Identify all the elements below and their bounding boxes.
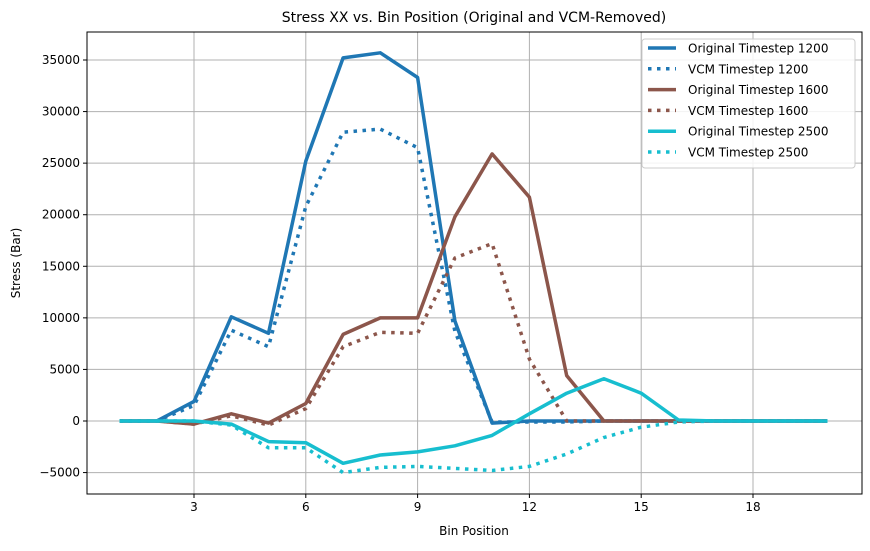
y-tick-label: 0 [72,414,80,428]
y-tick-label: −5000 [39,466,80,480]
axes-frame [86,31,863,495]
x-tick-label: 6 [302,500,310,514]
x-tick-label: 12 [522,500,537,514]
legend-label: VCM Timestep 1200 [688,62,808,76]
y-tick-label: 15000 [42,259,80,273]
x-tick-label: 15 [634,500,649,514]
legend-label: VCM Timestep 1600 [688,104,808,118]
y-tick-label: 35000 [42,53,80,67]
legend-label: Original Timestep 1600 [688,83,828,97]
legend-label: Original Timestep 2500 [688,125,828,139]
series-lines [119,51,828,475]
legend: Original Timestep 1200 VCM Timestep 1200 O… [641,38,856,169]
grid [87,32,862,494]
y-tick-label: 20000 [42,208,80,222]
x-axis-label: Bin Position [439,524,509,538]
series-line-6 [119,419,828,475]
legend-box [641,38,856,169]
y-tick-label: 25000 [42,156,80,170]
x-tick-label: 3 [190,500,198,514]
legend-label: Original Timestep 1200 [688,42,828,56]
legend-label: VCM Timestep 2500 [688,146,808,160]
y-axis-label: Stress (Bar) [9,228,23,299]
x-axis-ticks: 3 6 9 12 15 18 [190,494,761,514]
x-tick-label: 9 [414,500,422,514]
y-tick-label: 30000 [42,105,80,119]
y-tick-label: 5000 [49,362,80,376]
y-axis-ticks: −5000 0 5000 10000 15000 20000 25000 30000 35000 [39,53,87,480]
x-tick-label: 18 [745,500,760,514]
y-tick-label: 10000 [42,311,80,325]
chart-title: Stress XX vs. Bin Position (Original and… [282,10,667,26]
